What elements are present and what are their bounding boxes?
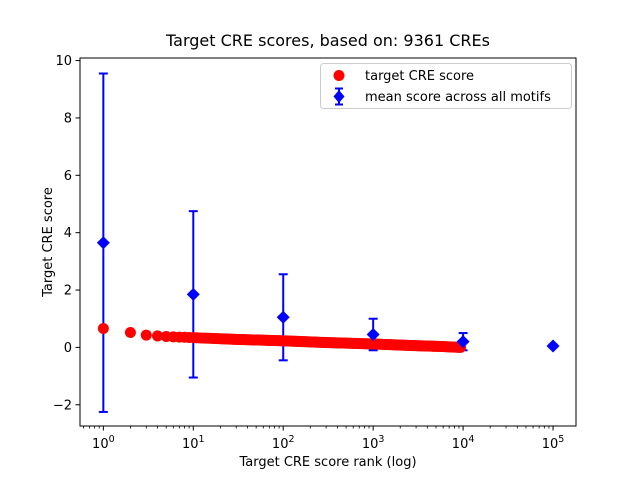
chart-title: Target CRE scores, based on: 9361 CREs	[165, 31, 490, 50]
target-score-dot	[97, 322, 109, 334]
x-major-ticks	[102, 426, 554, 431]
y-major-ticks	[75, 60, 80, 406]
mean-score-marker	[456, 335, 470, 349]
plot-area	[79, 57, 577, 427]
y-tick-label: −2	[53, 398, 72, 413]
target-score-dot	[151, 330, 163, 342]
legend-label-mean-score: mean score across all motifs	[365, 90, 551, 105]
x-minor-ticks	[82, 426, 550, 429]
legend-target-score-dot-icon	[333, 70, 345, 81]
mean-score-markers	[96, 236, 560, 353]
legend-mean-score-diamond-icon	[333, 87, 345, 106]
legend: target CRE score mean score across all m…	[320, 63, 572, 109]
y-tick-label: 8	[64, 111, 72, 126]
mean-score-marker	[546, 339, 560, 353]
y-tick-labels: −2 0 2 4 6 8 10	[53, 54, 72, 413]
mean-score-marker	[186, 287, 200, 301]
x-tick-label: 104	[452, 434, 475, 452]
x-tick-label: 100	[92, 434, 115, 452]
x-tick-label: 105	[542, 434, 565, 452]
x-tick-labels: 100 101 102 103 104 105	[92, 434, 564, 452]
target-score-dots	[97, 322, 467, 353]
mean-score-marker	[96, 236, 110, 250]
y-tick-label: 0	[64, 341, 72, 356]
target-score-dot	[140, 329, 152, 341]
legend-label-target-score: target CRE score	[365, 69, 474, 84]
legend-box	[320, 63, 572, 109]
target-score-dot	[124, 326, 136, 338]
y-tick-label: 4	[64, 226, 72, 241]
y-tick-label: 10	[55, 54, 72, 69]
x-tick-label: 102	[272, 434, 295, 452]
mean-score-marker	[276, 310, 290, 324]
x-tick-label: 101	[182, 434, 205, 452]
y-tick-label: 6	[64, 169, 72, 184]
x-axis-label: Target CRE score rank (log)	[238, 455, 416, 470]
x-tick-label: 103	[362, 434, 385, 452]
y-tick-label: 2	[64, 284, 72, 299]
mean-score-marker	[366, 328, 380, 342]
y-axis-label: Target CRE score	[41, 187, 56, 298]
